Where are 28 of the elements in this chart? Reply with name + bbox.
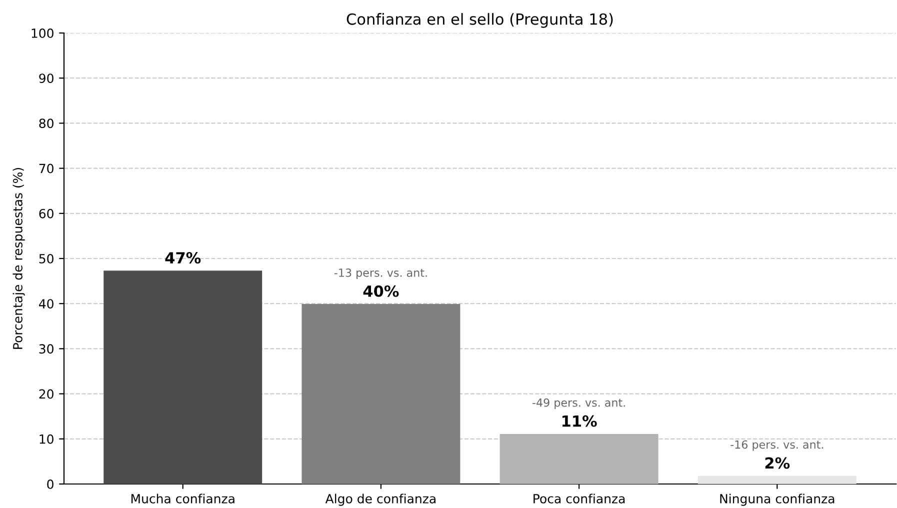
data-label: 2% bbox=[765, 457, 790, 469]
y-tick-label: 30 bbox=[39, 344, 54, 354]
chart-title: Confianza en el sello (Pregunta 18) bbox=[346, 13, 613, 28]
bar bbox=[104, 270, 262, 484]
data-label: 47% bbox=[165, 252, 201, 264]
y-tick-label: 0 bbox=[47, 479, 54, 489]
annotation: -49 pers. vs. ant. bbox=[532, 398, 625, 409]
bar bbox=[698, 476, 856, 484]
y-tick-label: 60 bbox=[39, 208, 54, 218]
bar bbox=[500, 434, 658, 484]
annotation: -13 pers. vs. ant. bbox=[334, 268, 427, 280]
data-label: 40% bbox=[363, 285, 399, 297]
annotation: -16 pers. vs. ant. bbox=[730, 440, 824, 451]
y-tick-label: 10 bbox=[40, 434, 54, 444]
x-tick-label: Ninguna confianza bbox=[720, 494, 834, 506]
y-tick-label: 100 bbox=[32, 28, 54, 38]
bar bbox=[302, 304, 460, 484]
y-tick-label: 80 bbox=[39, 118, 54, 128]
data-label: 11% bbox=[562, 415, 597, 427]
x-tick-label: Poca confianza bbox=[534, 494, 625, 504]
y-tick-label: 40 bbox=[38, 299, 54, 309]
y-tick-label: 70 bbox=[39, 164, 54, 174]
y-tick-label: 90 bbox=[39, 74, 54, 84]
x-tick-label: Mucha confianza bbox=[131, 494, 234, 504]
y-tick-label: 50 bbox=[39, 254, 54, 264]
y-tick-label: 20 bbox=[39, 389, 54, 399]
x-tick-label: Algo de confianza bbox=[325, 494, 436, 506]
y-axis-title: Porcentaje de respuestas (%) bbox=[12, 168, 25, 349]
